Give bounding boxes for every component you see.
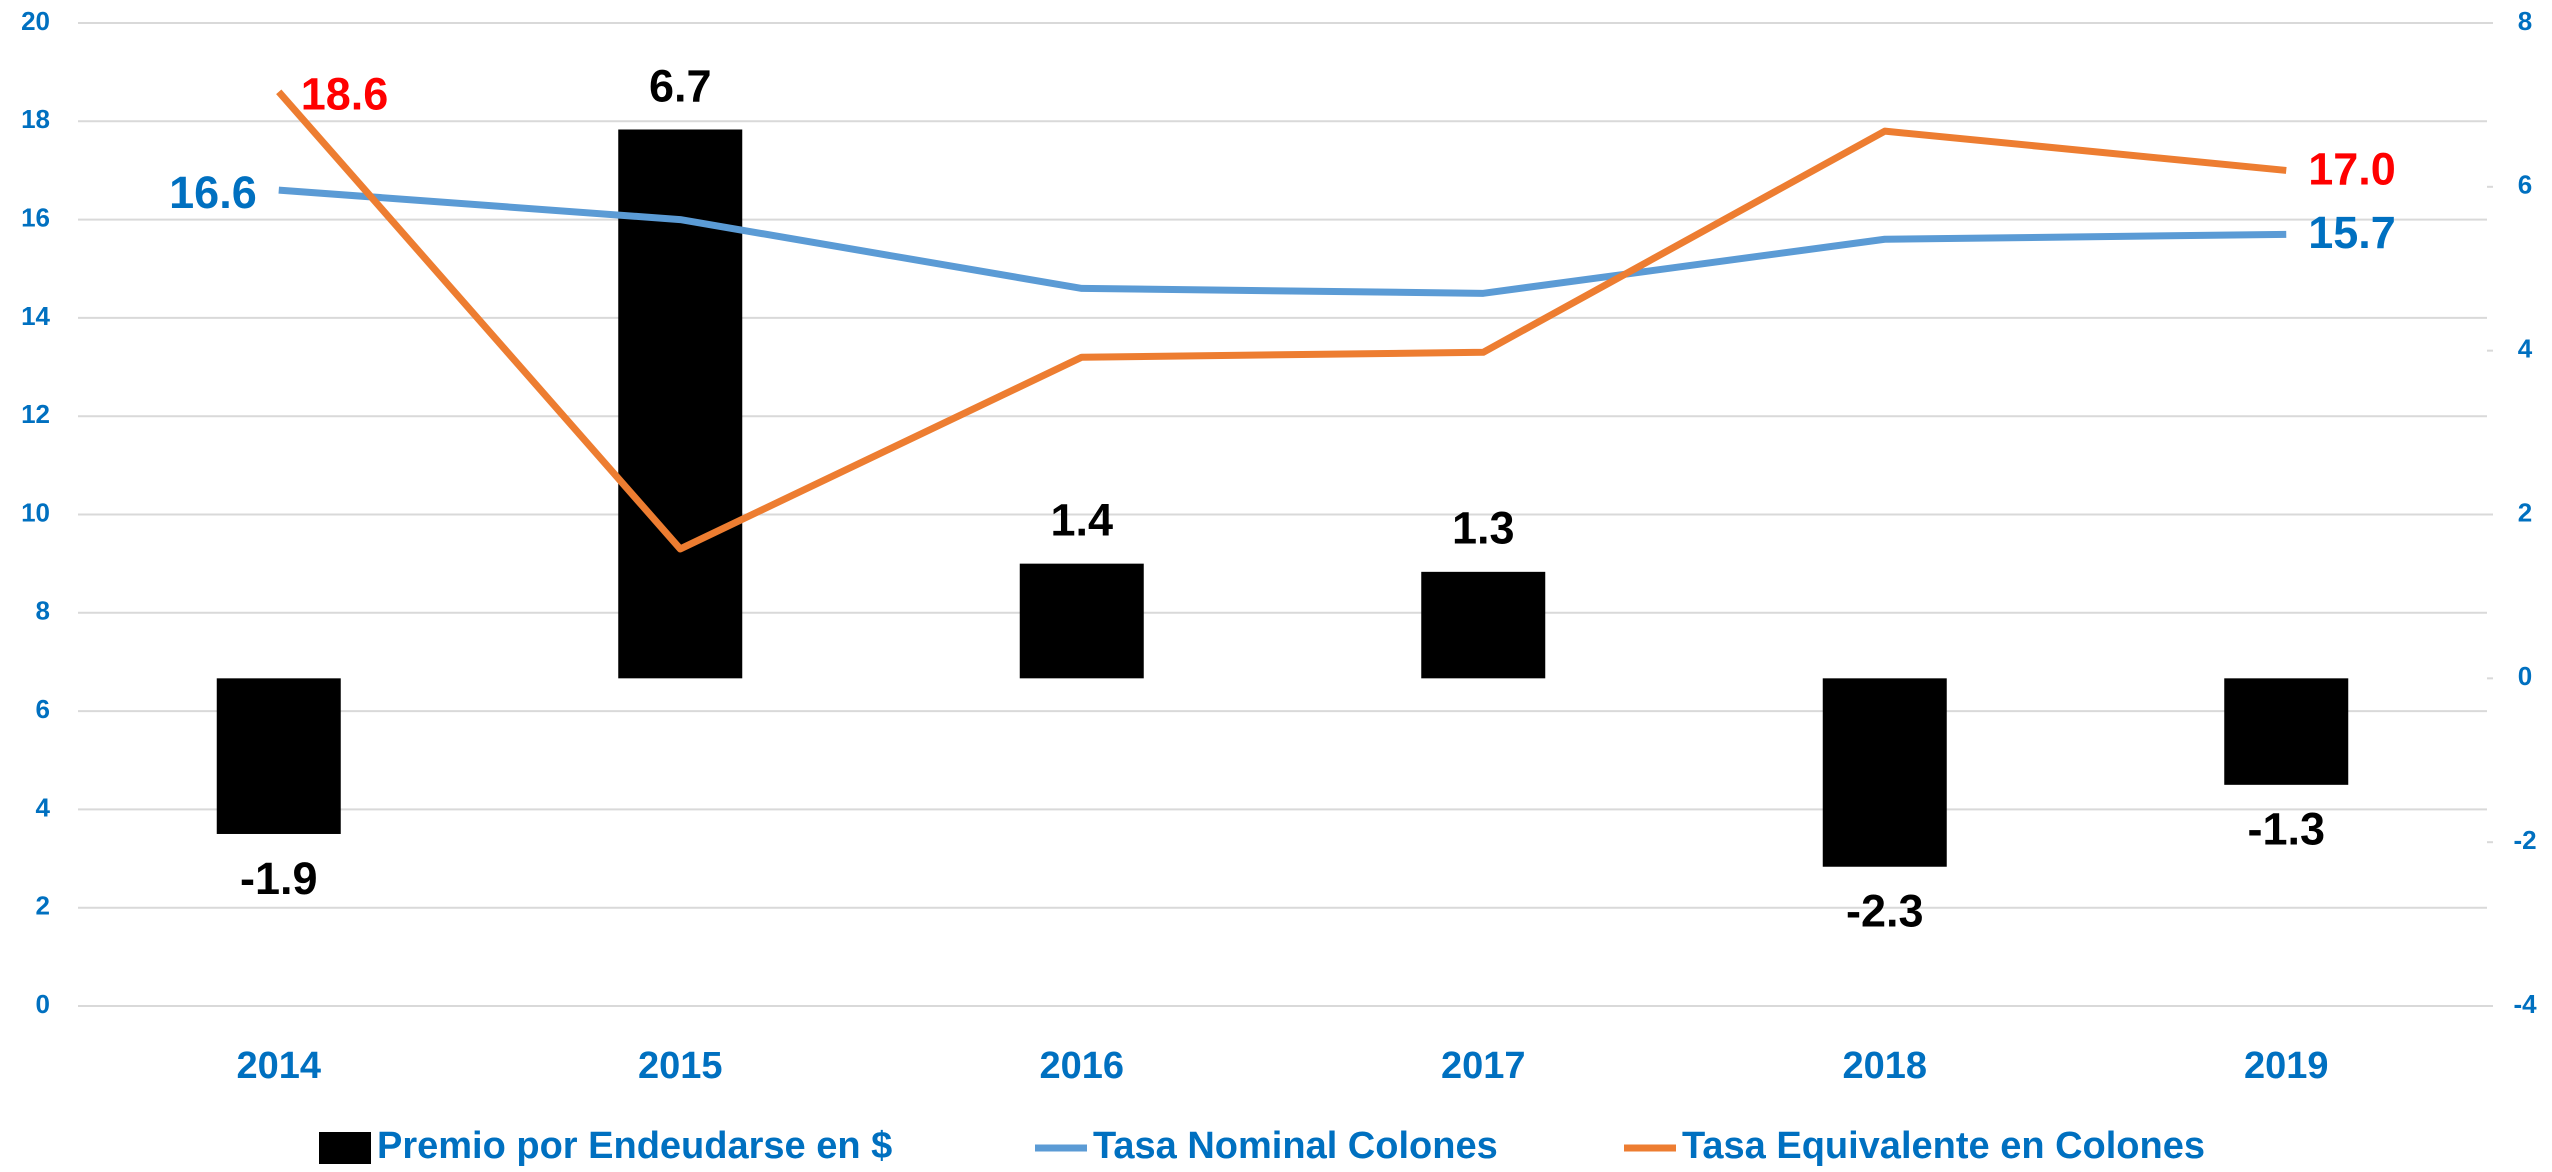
- x-tick-label: 2016: [1039, 1045, 1124, 1087]
- bar: [1421, 571, 1546, 679]
- legend-label: Premio por Endeudarse en $: [377, 1125, 892, 1167]
- line: [278, 186, 2287, 297]
- bar-value-label: 1.3: [1452, 503, 1515, 554]
- y2-tick-label: 4: [2518, 334, 2533, 364]
- y2-tick-label: 6: [2518, 170, 2532, 200]
- y-tick-label: 0: [36, 989, 50, 1019]
- bar-value-label: -1.9: [240, 853, 318, 904]
- line: [276, 89, 2287, 553]
- y2-tick-label: 2: [2518, 497, 2532, 527]
- bar: [618, 129, 743, 679]
- bar-value-label: 1.4: [1050, 495, 1113, 546]
- legend-label: Tasa Nominal Colones: [1093, 1125, 1498, 1167]
- bar-value-label: 6.7: [649, 60, 712, 111]
- x-tick-label: 2019: [2244, 1045, 2329, 1087]
- y-tick-label: 4: [36, 792, 51, 822]
- bar: [1019, 563, 1144, 679]
- bar: [1822, 678, 1947, 867]
- legend-label: Tasa Equivalente en Colones: [1682, 1125, 2205, 1167]
- y-tick-label: 8: [36, 596, 50, 626]
- line-value-label: 17.0: [2308, 143, 2396, 194]
- x-tick-label: 2018: [1842, 1045, 1927, 1087]
- legend-swatch: [319, 1132, 371, 1164]
- x-tick-label: 2015: [638, 1045, 723, 1087]
- y-tick-label: 14: [21, 301, 50, 331]
- bar-value-label: -1.3: [2247, 804, 2325, 855]
- bar-value-label: -2.3: [1846, 886, 1924, 937]
- bar: [2224, 678, 2349, 785]
- line-value-label: 16.6: [169, 167, 257, 218]
- y-tick-label: 18: [21, 104, 50, 134]
- y-tick-label: 16: [21, 202, 50, 232]
- y-tick-label: 12: [21, 399, 50, 429]
- bar: [216, 678, 341, 834]
- y2-tick-label: 8: [2518, 6, 2532, 36]
- line-value-label: 18.6: [301, 69, 389, 120]
- y-tick-label: 6: [36, 694, 50, 724]
- line-value-label: 15.7: [2308, 207, 2396, 258]
- x-tick-label: 2017: [1441, 1045, 1526, 1087]
- y-tick-label: 2: [36, 891, 50, 921]
- y2-tick-label: -4: [2513, 989, 2537, 1019]
- x-tick-label: 2014: [236, 1045, 321, 1087]
- y-tick-label: 10: [21, 497, 50, 527]
- y-tick-label: 20: [21, 6, 50, 36]
- y2-tick-label: 0: [2518, 661, 2532, 691]
- y2-tick-label: -2: [2513, 825, 2536, 855]
